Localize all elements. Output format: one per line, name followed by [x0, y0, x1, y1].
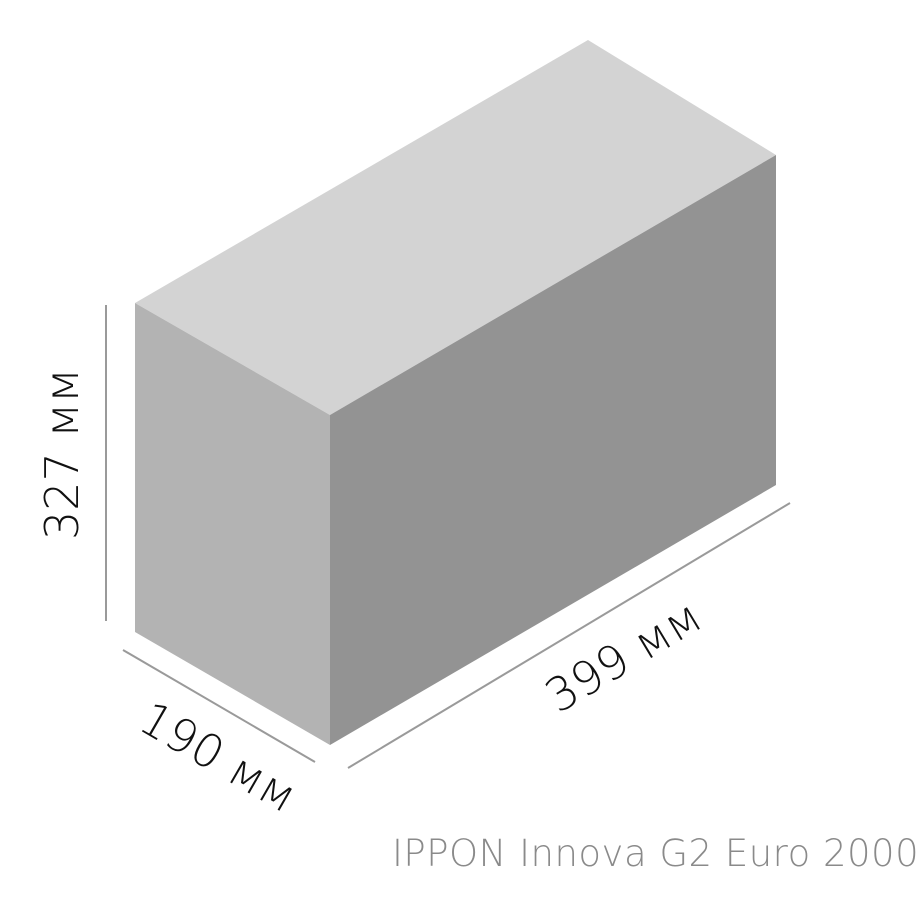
product-caption: IPPON Innova G2 Euro 2000	[392, 832, 916, 875]
box-top-face	[135, 40, 776, 415]
depth-dimension-line	[122, 649, 316, 763]
box-side-face	[330, 155, 776, 745]
width-dimension-line	[347, 502, 791, 769]
height-label: 327 мм	[35, 368, 89, 540]
box-front-face	[135, 303, 330, 745]
